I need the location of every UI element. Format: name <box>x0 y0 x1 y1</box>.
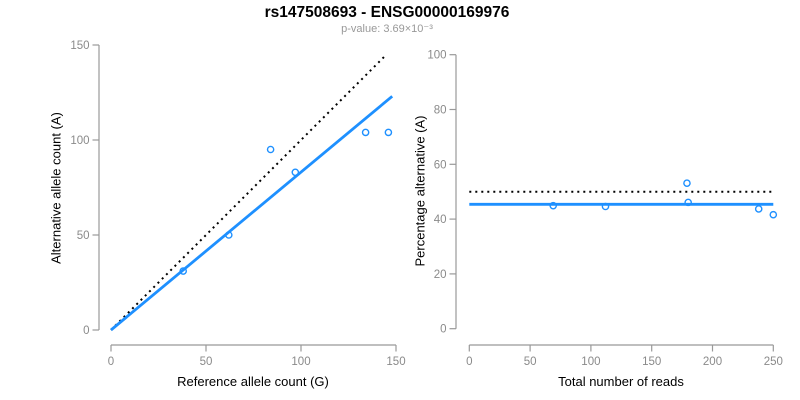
data-point <box>224 231 233 239</box>
data-point <box>291 168 300 177</box>
tick-label: 50 <box>524 356 537 368</box>
right-x-axis-title: Total number of reads <box>558 374 684 389</box>
page-title: rs147508693 - ENSG00000169976 <box>264 4 510 21</box>
data-point <box>549 201 558 210</box>
tick-label: 0 <box>466 356 472 368</box>
data-point <box>754 205 763 213</box>
data-point <box>361 128 370 137</box>
data-point <box>684 198 692 207</box>
tick-label: 20 <box>434 269 447 281</box>
left-x-axis-title: Reference allele count (G) <box>177 374 329 389</box>
tick-label: 50 <box>200 356 213 368</box>
tick-label: 0 <box>108 356 114 368</box>
tick-label: 200 <box>703 356 722 368</box>
data-point <box>384 128 393 137</box>
data-point <box>266 145 275 154</box>
tick-label: 40 <box>434 214 447 226</box>
tick-label: 150 <box>386 356 405 368</box>
identity-line <box>110 53 388 331</box>
tick-label: 50 <box>77 230 90 242</box>
data-point <box>769 210 778 219</box>
right-y-axis-title: Percentage alternative (A) <box>412 115 428 267</box>
right-scatter-plot: 0 20 40 60 80 100 0 50 100 150 200 250 <box>427 50 783 368</box>
tick-label: 100 <box>70 135 89 147</box>
data-point <box>683 179 691 188</box>
data-point <box>179 267 187 275</box>
p-value-subtitle: p-value: 3.69×10⁻³ <box>341 23 433 35</box>
fit-line <box>110 95 394 332</box>
tick-label: 250 <box>764 356 783 368</box>
tick-label: 0 <box>83 325 89 337</box>
tick-label: 0 <box>440 324 446 336</box>
tick-label: 150 <box>642 356 661 368</box>
tick-label: 60 <box>434 159 447 171</box>
tick-label: 150 <box>70 40 89 52</box>
left-scatter-plot: 0 50 100 150 0 50 100 150 <box>70 40 405 368</box>
tick-label: 100 <box>581 356 600 368</box>
data-point <box>601 202 610 211</box>
tick-label: 100 <box>291 356 310 368</box>
tick-label: 80 <box>434 105 447 117</box>
tick-label: 100 <box>427 50 446 62</box>
left-y-axis-title: Alternative allele count (A) <box>48 112 64 264</box>
